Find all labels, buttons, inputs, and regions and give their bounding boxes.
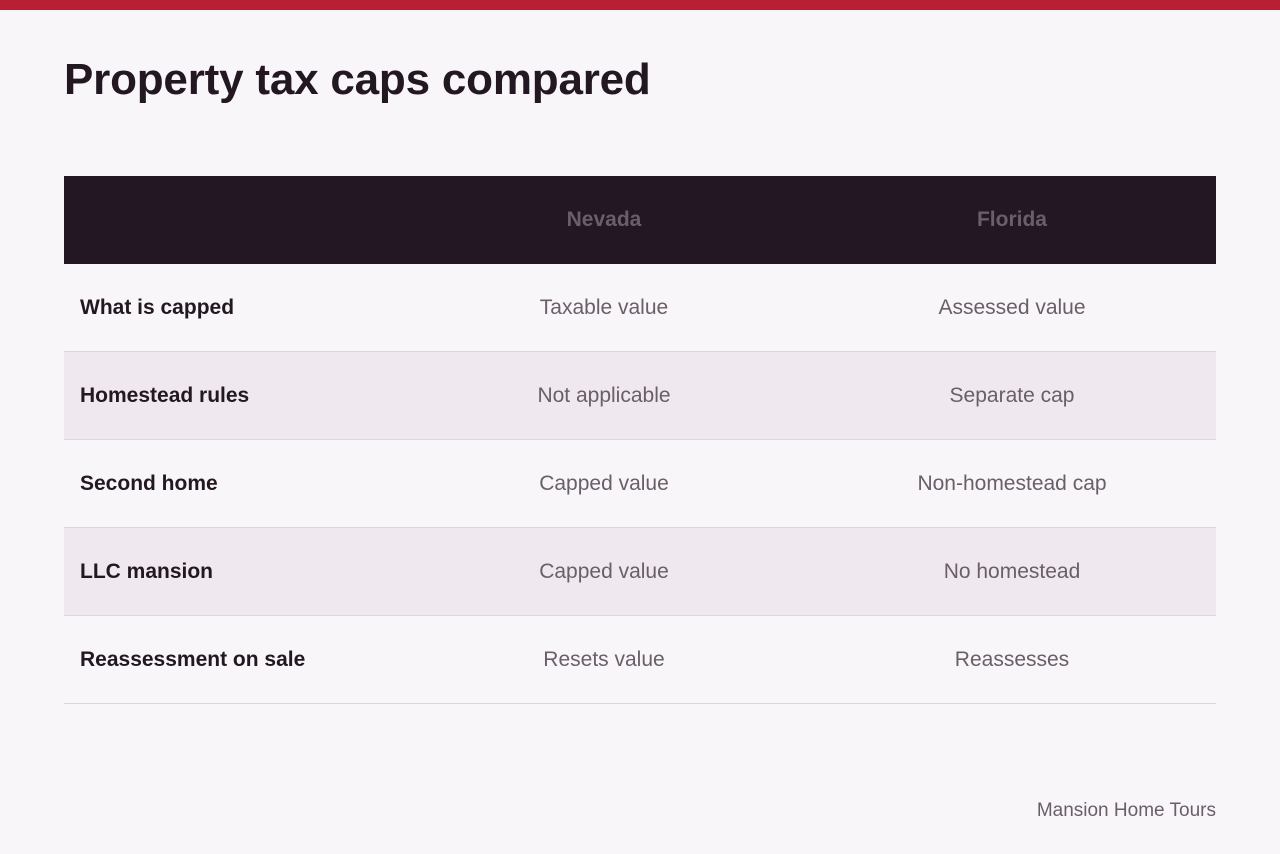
table-row: Homestead rules Not applicable Separate … <box>64 352 1216 440</box>
florida-value: Reassesses <box>954 647 1070 671</box>
table-header-row: Nevada Florida <box>64 176 1216 264</box>
nevada-value: Capped value <box>539 559 669 583</box>
row-label: What is capped <box>80 295 235 319</box>
comparison-table: Nevada Florida What is capped Taxable va… <box>64 176 1216 704</box>
header-florida: Florida <box>976 208 1047 231</box>
florida-value: Non-homestead cap <box>917 471 1107 495</box>
table-row: Reassessment on sale Resets value Reasse… <box>64 616 1216 704</box>
row-label: Homestead rules <box>80 383 250 407</box>
page-title: Property tax caps compared <box>64 55 651 104</box>
table-row: What is capped Taxable value Assessed va… <box>64 264 1216 352</box>
nevada-value: Not applicable <box>537 383 671 407</box>
top-accent-bar <box>0 0 1280 10</box>
nevada-value: Taxable value <box>539 295 669 319</box>
row-label: Reassessment on sale <box>80 647 306 671</box>
footer-source: Mansion Home Tours <box>1036 800 1216 821</box>
table-row: Second home Capped value Non-homestead c… <box>64 440 1216 528</box>
florida-value: No homestead <box>943 559 1081 583</box>
header-nevada: Nevada <box>566 208 642 231</box>
nevada-value: Resets value <box>543 647 665 671</box>
table-row: LLC mansion Capped value No homestead <box>64 528 1216 616</box>
florida-value: Assessed value <box>938 295 1086 319</box>
florida-value: Separate cap <box>949 383 1075 407</box>
row-label: Second home <box>80 471 218 495</box>
row-label: LLC mansion <box>80 559 214 583</box>
nevada-value: Capped value <box>539 471 669 495</box>
